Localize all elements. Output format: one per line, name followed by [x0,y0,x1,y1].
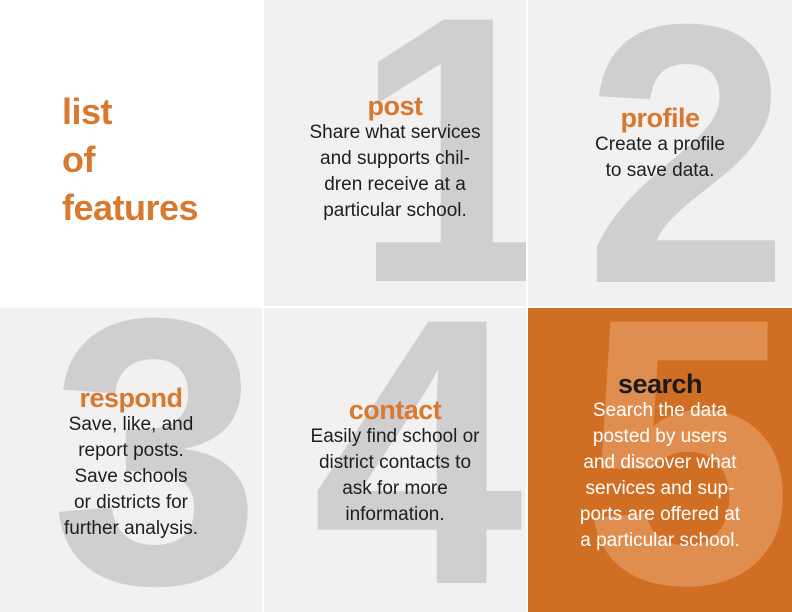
title-line-2: of [62,139,95,180]
feature-heading-search: search [617,369,703,399]
feature-tile-contact: 4 contact Easily find school or district… [264,308,526,612]
feature-heading-contact: contact [348,395,442,425]
feature-tile-post: 1 post Share what services and supports … [264,0,526,306]
feature-tile-profile: 2 profile Create a profile to save data. [528,0,792,306]
title-tile: list of features [0,0,262,306]
feature-description-search: Search the data posted by users and disc… [579,400,741,552]
feature-content-respond: respond Save, like, and report posts. Sa… [0,384,262,542]
feature-tile-respond: 3 respond Save, like, and report posts. … [0,308,262,612]
feature-content-search: search Search the data posted by users a… [528,370,792,554]
feature-heading-post: post [367,91,424,121]
feature-description-respond: Save, like, and report posts. Save schoo… [63,414,199,540]
feature-number-2: 2 [584,0,790,306]
page-title: list of features [62,88,199,232]
title-line-3: features [62,187,199,228]
feature-content-contact: contact Easily find school or district c… [264,396,526,528]
feature-number-3: 3 [50,308,261,612]
title-line-1: list [62,91,113,132]
feature-description-post: Share what services and supports chil- d… [309,122,481,222]
feature-content-post: post Share what services and supports ch… [264,92,526,224]
feature-tile-search: 5 search Search the data posted by users… [528,308,792,612]
feature-number-5: 5 [582,308,792,612]
feature-number-1: 1 [352,0,526,306]
feature-heading-profile: profile [620,103,700,133]
feature-heading-respond: respond [79,383,183,413]
feature-description-contact: Easily find school or district contacts … [310,426,480,526]
feature-content-profile: profile Create a profile to save data. [528,104,792,184]
feature-description-profile: Create a profile to save data. [595,134,725,182]
feature-number-4: 4 [312,308,523,612]
